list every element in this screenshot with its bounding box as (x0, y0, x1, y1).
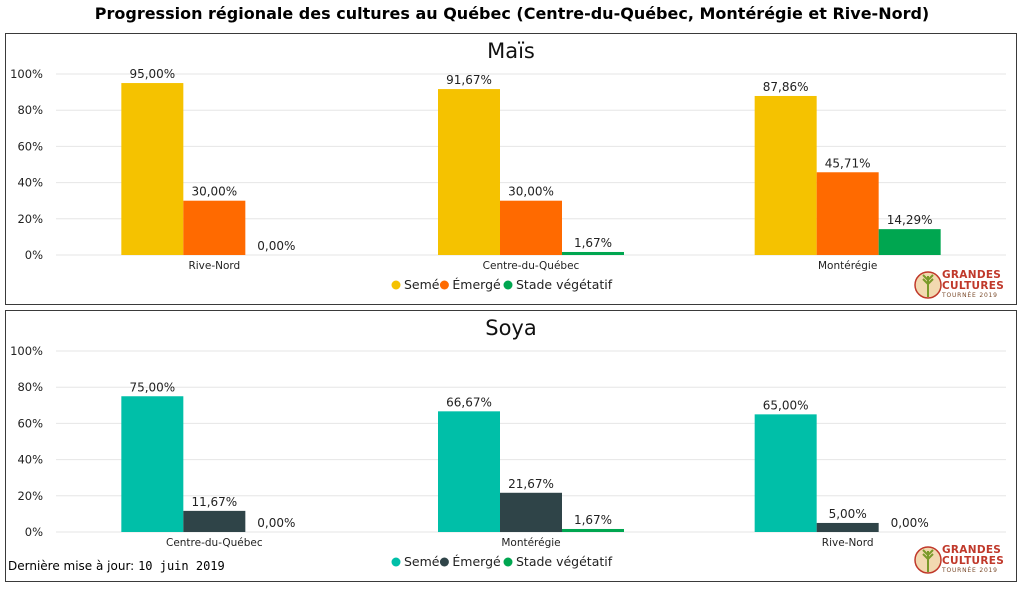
legend-label: Semé (404, 554, 440, 569)
y-tick-label: 0% (25, 248, 43, 262)
x-tick-label: Centre-du-Québec (166, 537, 263, 549)
bar (878, 229, 941, 255)
legend-label: Émergé (452, 554, 501, 569)
data-label: 5,00% (829, 507, 867, 521)
logo-line1: GRANDES (942, 544, 1002, 556)
legend-marker (503, 557, 513, 567)
data-label: 75,00% (129, 380, 175, 394)
x-tick-label: Rive-Nord (822, 537, 874, 549)
legend-marker (503, 280, 513, 290)
x-tick-label: Rive-Nord (188, 260, 240, 272)
y-tick-label: 20% (17, 489, 43, 503)
y-tick-label: 40% (17, 176, 43, 190)
bar (816, 522, 879, 532)
logo-line2: CULTURES (942, 280, 1005, 292)
bar (816, 172, 879, 255)
wheat-logo-icon (914, 271, 942, 299)
data-label: 65,00% (763, 398, 809, 412)
legend-marker (391, 280, 401, 290)
data-label: 30,00% (191, 185, 237, 199)
bar (754, 95, 817, 255)
legend-label: Stade végétatif (516, 277, 613, 292)
logo-line2: CULTURES (942, 555, 1005, 567)
last-update-label: Dernière mise à jour: (8, 559, 135, 573)
data-label: 45,71% (825, 156, 871, 170)
legend-marker (391, 557, 401, 567)
bar (183, 200, 246, 255)
chart-soya: Soya 0% 20% 40% 60% 80% 100% 75,00% 11,67% 0,00% C… (10, 316, 1006, 569)
chart-title: Maïs (487, 39, 535, 63)
legend-label: Émergé (452, 277, 501, 292)
bar (438, 411, 500, 532)
data-label: 87,86% (763, 80, 809, 94)
legend-label: Semé (404, 277, 440, 292)
data-label: 0,00% (257, 239, 295, 253)
chart-mais: Maïs 0% 20% 40% 60% 80% 100% 95,00% 30,00% 0,00% R… (10, 39, 1006, 292)
logo-line1: GRANDES (942, 269, 1002, 281)
bar (121, 83, 184, 255)
y-tick-label: 60% (17, 139, 43, 153)
data-label: 1,67% (574, 236, 612, 250)
wheat-logo-icon (914, 546, 942, 574)
x-tick-label: Montérégie (818, 260, 877, 272)
chart-title: Soya (485, 316, 536, 340)
data-label: 21,67% (508, 477, 554, 491)
bar (438, 89, 500, 255)
data-label: 66,67% (446, 395, 492, 409)
chart-panel-mais: Maïs 0% 20% 40% 60% 80% 100% 95,00% 30,00% 0,00% R… (5, 33, 1017, 305)
bar (754, 414, 817, 532)
grandes-cultures-logo: GRANDES CULTURES TOURNÉE 2019 (914, 543, 1006, 579)
bar (500, 200, 562, 255)
grandes-cultures-logo: GRANDES CULTURES TOURNÉE 2019 (914, 268, 1006, 304)
y-tick-label: 80% (17, 103, 43, 117)
logo-line3: TOURNÉE 2019 (942, 567, 998, 574)
legend-marker (439, 557, 449, 567)
data-label: 91,67% (446, 73, 492, 87)
legend-label: Stade végétatif (516, 554, 613, 569)
data-label: 30,00% (508, 185, 554, 199)
y-tick-label: 100% (10, 67, 43, 81)
last-update: Dernière mise à jour: 10 juin 2019 (8, 559, 225, 573)
y-tick-label: 0% (25, 525, 43, 539)
bar (562, 251, 624, 255)
y-tick-label: 20% (17, 212, 43, 226)
legend-marker (439, 280, 449, 290)
x-tick-label: Montérégie (501, 537, 560, 549)
last-update-date: 10 juin 2019 (138, 559, 225, 573)
bar (183, 510, 246, 532)
page-title: Progression régionale des cultures au Qu… (94, 4, 930, 23)
logo-line3: TOURNÉE 2019 (942, 292, 998, 299)
y-tick-label: 60% (17, 416, 43, 430)
y-tick-label: 100% (10, 344, 43, 358)
bar (500, 492, 562, 532)
y-tick-label: 40% (17, 453, 43, 467)
data-label: 11,67% (191, 495, 237, 509)
chart-panel-soya: Soya 0% 20% 40% 60% 80% 100% 75,00% 11,67% 0,00% C… (5, 310, 1017, 582)
data-label: 1,67% (574, 513, 612, 527)
bar (121, 396, 184, 532)
y-tick-label: 80% (17, 380, 43, 394)
x-tick-label: Centre-du-Québec (483, 260, 580, 272)
data-label: 95,00% (129, 67, 175, 81)
data-label: 0,00% (891, 516, 929, 530)
data-label: 0,00% (257, 516, 295, 530)
bar (562, 528, 624, 532)
data-label: 14,29% (887, 213, 933, 227)
